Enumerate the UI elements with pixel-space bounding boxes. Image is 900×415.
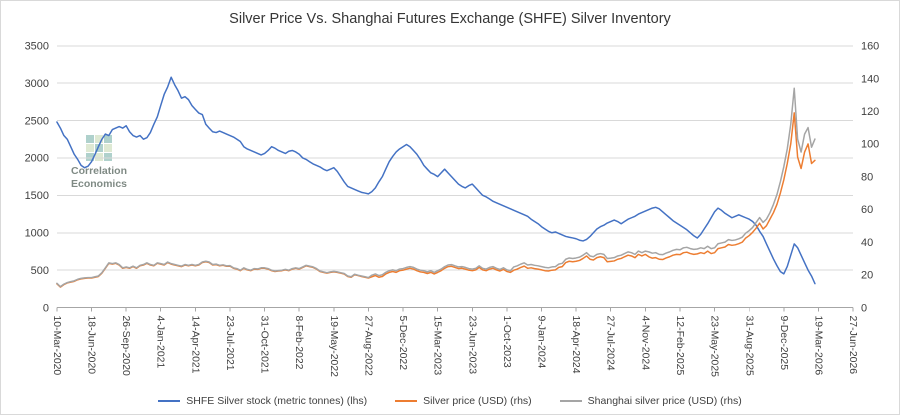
x-axis-tick-label: 4-Jan-2021 [155, 315, 166, 368]
y-axis-right-tick-label: 140 [861, 73, 879, 85]
x-axis-tick-label: 31-Oct-2021 [259, 315, 270, 373]
watermark-logo-square [86, 135, 94, 143]
y-axis-right-tick-label: 160 [861, 41, 879, 53]
y-axis-left-tick-label: 500 [31, 265, 49, 277]
watermark-logo-square [104, 144, 112, 152]
legend-item: Silver price (USD) (rhs) [395, 395, 532, 407]
legend-item-label: SHFE Silver stock (metric tonnes) (lhs) [186, 395, 368, 407]
x-axis-tick-label: 19-May-2022 [328, 315, 339, 377]
legend-item: Shanghai silver price (USD) (rhs) [559, 395, 742, 407]
chart-title: Silver Price Vs. Shanghai Futures Exchan… [229, 11, 671, 27]
x-axis-tick-label: 10-Mar-2020 [51, 315, 62, 375]
legend-item-label: Shanghai silver price (USD) (rhs) [587, 395, 742, 407]
watermark-logo-square [95, 144, 103, 152]
y-axis-right-tick-label: 40 [861, 237, 873, 249]
watermark-logo-square [95, 153, 103, 161]
x-axis-tick-label: 5-Dec-2022 [397, 315, 408, 370]
y-axis-right-tick-label: 60 [861, 204, 873, 216]
x-axis-tick-label: 23-Jun-2023 [466, 315, 477, 374]
x-axis-tick-label: 26-Sep-2020 [120, 315, 131, 376]
y-axis-left-tick-label: 1000 [25, 228, 49, 240]
x-axis-tick-label: 27-Aug-2022 [362, 315, 373, 376]
y-axis-right-tick-label: 0 [861, 302, 867, 314]
x-axis-tick-label: 4-Nov-2024 [639, 315, 650, 370]
x-axis-tick-label: 31-Aug-2025 [743, 315, 754, 376]
watermark-logo-square [104, 135, 112, 143]
x-axis-tick-label: 23-Jul-2021 [224, 315, 235, 370]
x-axis-tick-label: 18-Jun-2020 [86, 315, 97, 374]
watermark-logo-square [95, 135, 103, 143]
legend-key-line [559, 400, 582, 402]
legend-key-line [158, 400, 181, 402]
series-line-shfe-silver-stock-metric-tonnes-lhs [56, 76, 816, 285]
legend-item: SHFE Silver stock (metric tonnes) (lhs) [158, 395, 367, 407]
y-axis-left-tick-label: 0 [43, 302, 49, 314]
y-axis-left-tick-label: 3500 [25, 41, 49, 53]
y-axis-right-tick-label: 100 [861, 139, 879, 151]
watermark-text-line2: Economics [70, 177, 128, 190]
x-axis-tick-label: 1-Oct-2023 [501, 315, 512, 367]
x-axis-tick-label: 27-Jun-2026 [847, 315, 858, 374]
legend-key-line [395, 400, 418, 402]
x-axis-tick-label: 23-May-2025 [709, 315, 720, 377]
x-axis-tick-label: 14-Apr-2021 [189, 315, 200, 373]
watermark-logo-square [104, 153, 112, 161]
y-axis-left-tick-label: 3000 [25, 78, 49, 90]
x-axis-tick-label: 8-Feb-2022 [293, 315, 304, 369]
x-axis-tick-label: 18-Apr-2024 [570, 315, 581, 373]
x-axis-tick-label: 19-Mar-2026 [812, 315, 823, 375]
y-axis-left-tick-label: 1500 [25, 190, 49, 202]
x-axis-tick-label: 15-Mar-2023 [432, 315, 443, 375]
watermark-logo-square [86, 144, 94, 152]
x-axis-tick-label: 12-Feb-2025 [674, 315, 685, 375]
series-line-shanghai-silver-price-usd-rhs [56, 87, 816, 288]
y-axis-left-tick-label: 2500 [25, 115, 49, 127]
y-axis-left-tick-label: 2000 [25, 153, 49, 165]
x-axis-tick-label: 9-Dec-2025 [778, 315, 789, 370]
watermark: Correlation Economics [67, 135, 131, 190]
watermark-logo-icon [86, 135, 112, 161]
x-axis-tick-label: 9-Jan-2024 [536, 315, 547, 368]
y-axis-right-tick-label: 120 [861, 106, 879, 118]
x-axis-tick-label: 27-Jul-2024 [605, 315, 616, 370]
legend-item-label: Silver price (USD) (rhs) [423, 395, 532, 407]
legend: SHFE Silver stock (metric tonnes) (lhs) S… [1, 395, 899, 407]
watermark-logo-square [86, 153, 94, 161]
y-axis-right-tick-label: 80 [861, 171, 873, 183]
y-axis-right-tick-label: 20 [861, 270, 873, 282]
series-line-silver-price-usd-rhs [56, 112, 816, 288]
